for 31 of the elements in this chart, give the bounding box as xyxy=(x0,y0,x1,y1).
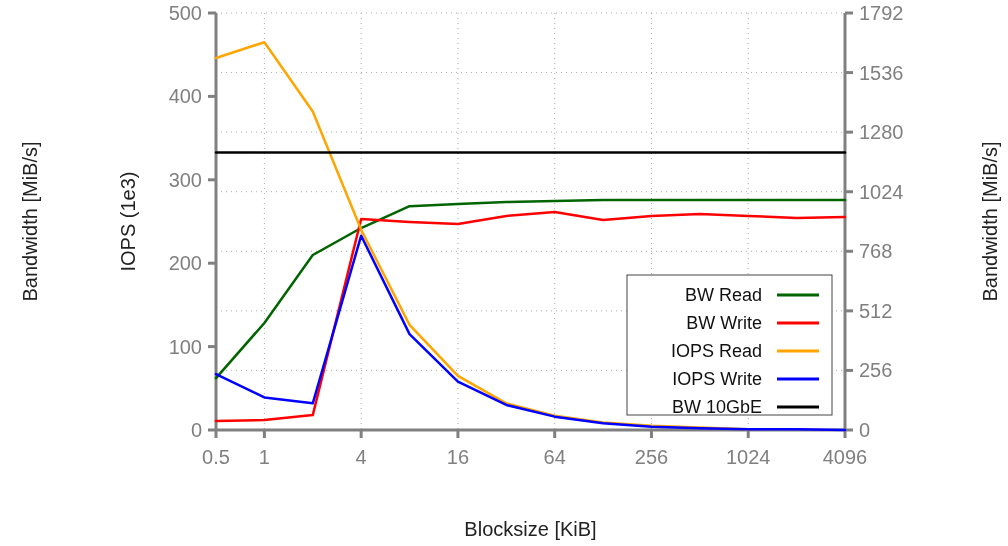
y-axis-title: IOPS (1e3) xyxy=(117,171,139,272)
y2-tick-label: 1280 xyxy=(859,121,904,144)
legend-label: IOPS Read xyxy=(670,341,762,362)
y-tick-label: 100 xyxy=(168,335,202,358)
y-tick-label: 400 xyxy=(168,85,202,108)
x-tick-label: 4 xyxy=(355,446,367,468)
y-tick-label: 200 xyxy=(168,252,202,275)
x-axis-title: Blocksize [KiB] xyxy=(464,518,597,540)
y2-tick-label: 256 xyxy=(859,359,893,382)
legend-label: BW 10GbE xyxy=(671,397,762,418)
y2-axis-title: Bandwidth [MiB/s] xyxy=(979,141,1001,302)
y2-tick-label: 1024 xyxy=(859,180,904,203)
legend-label: IOPS Write xyxy=(672,369,762,390)
y2-tick-label: 512 xyxy=(859,299,893,322)
y-tick-label: 0 xyxy=(190,419,202,441)
text: Bandwidth [MiB/s] xyxy=(19,141,41,302)
legend-label: BW Read xyxy=(684,285,762,306)
y2-tick-label: 768 xyxy=(859,240,893,263)
y-tick-label: 300 xyxy=(168,168,202,191)
x-tick-label: 1024 xyxy=(725,446,771,468)
x-tick-label: 256 xyxy=(634,446,669,468)
legend-label: BW Write xyxy=(686,313,762,334)
x-tick-label: 1 xyxy=(258,446,270,468)
x-tick-label: 64 xyxy=(543,446,566,468)
y2-tick-label: 1792 xyxy=(859,2,904,24)
y2-tick-label: 0 xyxy=(859,419,871,441)
x-tick-label: 16 xyxy=(446,446,470,468)
y-tick-label: 500 xyxy=(168,2,202,24)
y2-tick-label: 1536 xyxy=(859,61,904,84)
x-tick-label: 0.5 xyxy=(202,446,230,468)
x-tick-label: 4096 xyxy=(822,446,868,468)
